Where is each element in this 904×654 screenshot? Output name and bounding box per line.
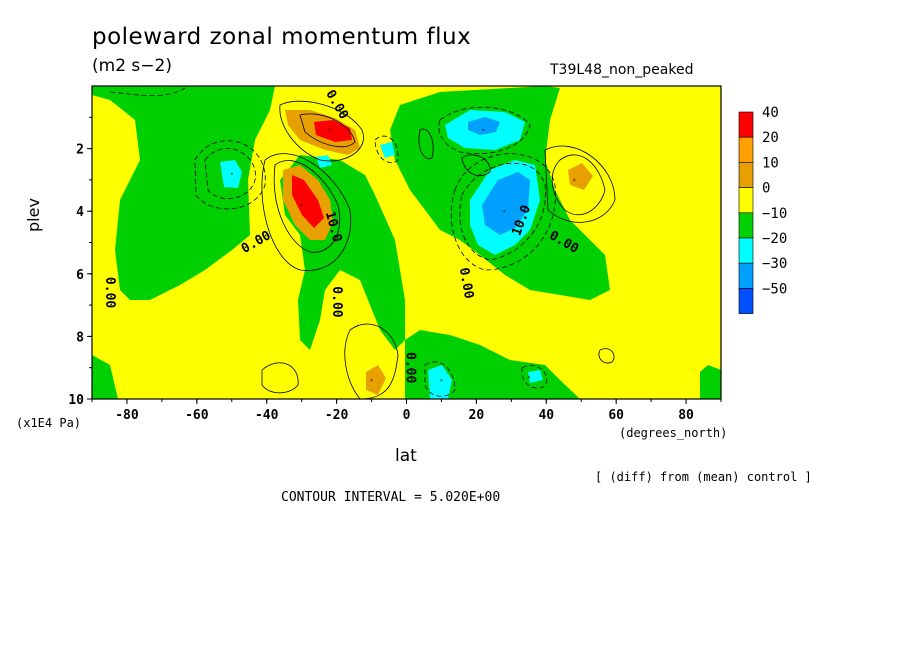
units-label: (m2 s−2) xyxy=(92,56,172,76)
negative-band-region xyxy=(92,86,275,300)
contour-line xyxy=(418,128,434,160)
field-extremum xyxy=(440,379,443,382)
legend-label: 0 xyxy=(762,181,770,197)
contour-label: 0.00 xyxy=(402,352,417,383)
legend-swatch xyxy=(738,288,754,314)
contour-line xyxy=(450,153,556,271)
legend-swatch xyxy=(738,162,754,188)
positive-region xyxy=(292,175,324,228)
y-tick-label: 8 xyxy=(76,330,84,345)
x-tick-label: 60 xyxy=(608,408,624,423)
field-extremum xyxy=(230,172,233,175)
contour-line xyxy=(461,154,491,176)
y-tick-label: 2 xyxy=(76,143,84,158)
contour-line xyxy=(459,162,546,261)
contour-line xyxy=(299,113,356,148)
legend-label: −50 xyxy=(762,281,787,297)
color-legend: 40 20 10 0 −10 −20 −30 −50 xyxy=(738,105,787,314)
contour-line xyxy=(598,348,615,364)
contour-line xyxy=(194,140,266,210)
positive-region xyxy=(314,120,352,142)
legend-swatch xyxy=(738,136,754,163)
contour-line xyxy=(544,145,616,223)
contour-line xyxy=(374,135,399,164)
legend-swatch xyxy=(738,111,754,138)
x-axis-units: (degrees_north) xyxy=(619,426,728,440)
negative-band-region xyxy=(700,365,721,399)
contour-label: 0.00 xyxy=(329,286,344,317)
legend-label: −20 xyxy=(762,231,787,247)
field-extremum xyxy=(328,128,331,132)
field-extremum xyxy=(370,379,373,382)
x-tick-label: -80 xyxy=(115,408,139,423)
x-tick-label: -20 xyxy=(325,408,349,423)
x-tick-label: 40 xyxy=(538,408,554,423)
contour-line xyxy=(279,100,364,162)
contour-line xyxy=(109,87,186,96)
contour-line xyxy=(273,160,340,253)
contour-line xyxy=(438,106,531,155)
field-extremum xyxy=(573,178,576,182)
contour-line xyxy=(424,361,456,397)
negative-contour-lines xyxy=(109,87,556,397)
contour-lines xyxy=(261,100,616,399)
field-extremum xyxy=(503,210,506,213)
y-tick-label: 6 xyxy=(76,268,84,283)
legend-label: 40 xyxy=(762,105,779,121)
contour-label: 0.00 xyxy=(456,266,476,300)
field-extremum xyxy=(300,203,303,207)
x-tick-label: 20 xyxy=(469,408,485,423)
x-tick-label: -40 xyxy=(255,408,279,423)
y-tick-label: 10 xyxy=(68,393,84,408)
run-label: T39L48_non_peaked xyxy=(550,62,694,78)
y-axis: 2 4 6 8 10 xyxy=(68,116,92,408)
contour-label: 0.00 xyxy=(102,277,117,308)
x-axis: -80 -60 -40 -20 0 20 40 60 80 xyxy=(91,399,722,423)
negative-band-region xyxy=(92,355,118,399)
legend-label: 20 xyxy=(762,130,779,146)
legend-label: −30 xyxy=(762,256,787,272)
contour-line xyxy=(344,323,399,399)
negative-region xyxy=(380,142,395,158)
x-tick-label: 0 xyxy=(403,408,411,423)
contour-line xyxy=(261,362,299,394)
positive-region xyxy=(366,365,386,395)
legend-swatch xyxy=(738,187,754,214)
negative-region xyxy=(482,172,530,235)
contour-line xyxy=(521,365,547,389)
y-tick-label: 4 xyxy=(76,205,84,220)
contour-line xyxy=(261,153,352,271)
chart-title: poleward zonal momentum flux xyxy=(92,24,472,50)
shaded-field xyxy=(92,86,721,399)
field-extremum xyxy=(482,128,485,132)
x-axis-title: lat xyxy=(395,446,417,466)
field-extremum xyxy=(527,375,531,379)
y-axis-units: (x1E4 Pa) xyxy=(16,416,82,430)
negative-region xyxy=(428,365,452,399)
legend-swatch xyxy=(738,237,754,264)
negative-region xyxy=(468,117,500,135)
negative-region xyxy=(528,370,543,383)
contour-interval: CONTOUR INTERVAL = 5.020E+00 xyxy=(281,490,501,505)
contour-line xyxy=(204,148,256,199)
x-tick-label: -60 xyxy=(185,408,209,423)
legend-swatch xyxy=(738,212,754,239)
contour-line xyxy=(551,154,606,216)
legend-swatch xyxy=(738,262,754,289)
legend-label: −10 xyxy=(762,206,787,222)
diff-note: [ (diff) from (mean) control ] xyxy=(595,470,812,484)
negative-region xyxy=(316,155,332,168)
legend-label: 10 xyxy=(762,155,779,171)
x-tick-label: 80 xyxy=(678,408,694,423)
positive-region xyxy=(568,163,593,190)
